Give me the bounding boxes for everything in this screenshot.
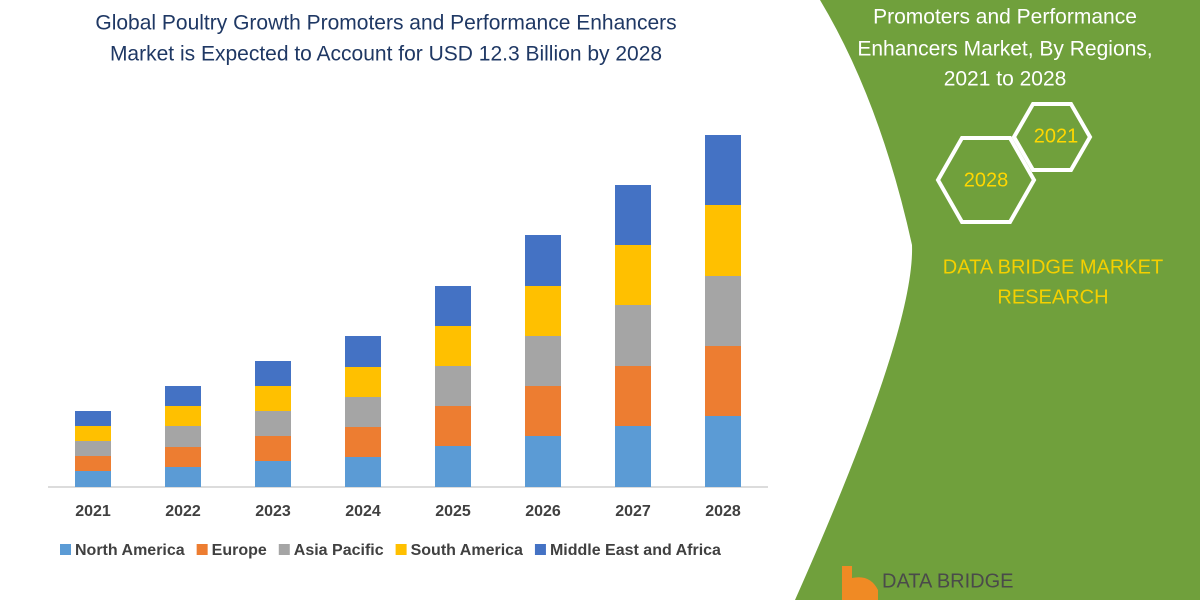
bar-segment [615,366,651,426]
legend-swatch [278,544,290,555]
bar-segment [165,386,201,406]
x-tick-label: 2027 [615,503,651,520]
bar-segment [255,361,291,386]
legend-label: Asia Pacific [294,542,384,559]
bar-segment [435,326,471,366]
x-tick-label: 2021 [75,503,111,520]
x-tick-label: 2022 [165,503,201,520]
legend-swatch [60,544,71,555]
legend-label: Middle East and Africa [550,542,721,559]
brand-line: DATA BRIDGE MARKET [943,256,1163,278]
legend-label: South America [411,542,523,559]
bar-segment [75,471,111,487]
logo-text: DATA BRIDGE [882,570,1014,592]
panel-title-line: Promoters and Performance [873,6,1137,29]
bar-segment [435,446,471,487]
bar-segment [345,397,381,427]
bar-segment [165,447,201,467]
green-panel [795,0,1200,600]
legend-swatch [534,544,546,555]
panel-title: Promoters and Performance Enhancers Mark… [857,6,1152,91]
chart-title: Global Poultry Growth Promoters and Perf… [95,12,676,66]
panel-title-line: Enhancers Market, By Regions, [857,38,1152,61]
hexagon [935,136,1037,224]
bar-segment [165,426,201,447]
x-tick-label: 2023 [255,503,291,520]
bar-segment [435,366,471,406]
hexagon [1011,102,1093,172]
legend-swatch [395,544,407,555]
bar-segment [435,406,471,446]
bar-segment [165,467,201,487]
chart-title-line: Market is Expected to Account for USD 12… [110,43,662,66]
bar-segment [525,286,561,336]
panel-title-line: 2021 to 2028 [944,68,1067,91]
bar-segment [345,427,381,457]
x-tick-label: 2028 [705,503,741,520]
hex-label: 2028 [964,169,1009,191]
bar-segment [75,456,111,471]
x-tick-label: 2024 [345,503,381,520]
brand-line: RESEARCH [997,286,1108,308]
bar-segment [435,286,471,326]
x-tick-label: 2025 [435,503,471,520]
bar-segment [705,205,741,276]
bar-segment [75,426,111,441]
x-tick-label: 2026 [525,503,561,520]
bar-segment [345,457,381,487]
bar-segment [345,367,381,397]
bar-segment [705,416,741,487]
bar-segment [705,346,741,416]
bar-segment [255,411,291,436]
bar-segment [615,305,651,366]
bar-segment [525,386,561,436]
bar-segment [255,461,291,487]
legend-label: North America [75,542,185,559]
bar-segment [165,406,201,426]
bar-segment [615,245,651,305]
bar-segment [705,276,741,346]
bar-segment [255,386,291,411]
bar-segment [75,411,111,426]
bar-segment [525,436,561,487]
bar-segment [615,185,651,245]
bar-segment [345,336,381,367]
bar-segment [705,135,741,205]
bar-segment [525,336,561,386]
bar-segment [615,426,651,487]
bar-segment [75,441,111,456]
hex-label: 2021 [1034,125,1079,147]
legend-swatch [196,544,208,555]
legend-label: Europe [212,542,267,559]
bar-segment [255,436,291,461]
logo-mark [842,566,878,600]
bar-segment [525,235,561,286]
chart-title-line: Global Poultry Growth Promoters and Perf… [95,12,676,35]
